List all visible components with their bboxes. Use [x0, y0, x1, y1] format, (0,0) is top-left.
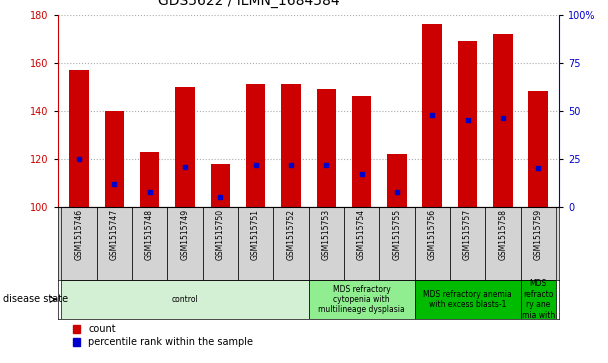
Title: GDS5622 / ILMN_1684584: GDS5622 / ILMN_1684584 — [157, 0, 339, 8]
Bar — [458, 41, 477, 207]
FancyBboxPatch shape — [61, 207, 97, 280]
FancyBboxPatch shape — [273, 207, 308, 280]
Bar — [387, 154, 407, 207]
Bar — [140, 152, 159, 207]
FancyBboxPatch shape — [379, 207, 415, 280]
Text: GSM1515758: GSM1515758 — [499, 209, 507, 260]
Bar — [423, 24, 442, 207]
Text: MDS refractory anemia
with excess blasts-1: MDS refractory anemia with excess blasts… — [423, 290, 512, 309]
FancyBboxPatch shape — [167, 207, 202, 280]
Bar — [105, 111, 124, 207]
FancyBboxPatch shape — [308, 280, 415, 319]
FancyBboxPatch shape — [520, 280, 556, 319]
Text: GSM1515757: GSM1515757 — [463, 209, 472, 260]
Text: GSM1515753: GSM1515753 — [322, 209, 331, 260]
Legend: count, percentile rank within the sample: count, percentile rank within the sample — [72, 324, 253, 347]
FancyBboxPatch shape — [308, 207, 344, 280]
FancyBboxPatch shape — [61, 280, 308, 319]
Text: MDS refractory
cytopenia with
multilineage dysplasia: MDS refractory cytopenia with multilinea… — [318, 285, 405, 314]
Text: GSM1515755: GSM1515755 — [392, 209, 401, 260]
Bar — [493, 34, 513, 207]
Text: GSM1515754: GSM1515754 — [357, 209, 366, 260]
FancyBboxPatch shape — [520, 207, 556, 280]
FancyBboxPatch shape — [132, 207, 167, 280]
Text: GSM1515746: GSM1515746 — [74, 209, 83, 260]
Text: GSM1515747: GSM1515747 — [110, 209, 119, 260]
Text: MDS
refracto
ry ane
mia with: MDS refracto ry ane mia with — [522, 280, 554, 319]
Text: GSM1515750: GSM1515750 — [216, 209, 225, 260]
FancyBboxPatch shape — [238, 207, 273, 280]
Text: GSM1515756: GSM1515756 — [427, 209, 437, 260]
FancyBboxPatch shape — [450, 207, 485, 280]
FancyBboxPatch shape — [485, 207, 520, 280]
Bar — [352, 96, 371, 207]
Text: GSM1515752: GSM1515752 — [286, 209, 295, 260]
Text: control: control — [171, 295, 198, 304]
Text: disease state: disease state — [3, 294, 68, 305]
FancyBboxPatch shape — [202, 207, 238, 280]
Bar — [175, 87, 195, 207]
Bar — [317, 89, 336, 207]
Text: GSM1515749: GSM1515749 — [181, 209, 190, 260]
FancyBboxPatch shape — [415, 280, 520, 319]
Text: GSM1515748: GSM1515748 — [145, 209, 154, 260]
FancyBboxPatch shape — [415, 207, 450, 280]
FancyBboxPatch shape — [97, 207, 132, 280]
Bar — [528, 91, 548, 207]
Bar — [210, 164, 230, 207]
Bar — [281, 84, 300, 207]
Text: GSM1515751: GSM1515751 — [251, 209, 260, 260]
Text: GSM1515759: GSM1515759 — [534, 209, 543, 260]
Bar — [246, 84, 265, 207]
Bar — [69, 70, 89, 207]
FancyBboxPatch shape — [344, 207, 379, 280]
